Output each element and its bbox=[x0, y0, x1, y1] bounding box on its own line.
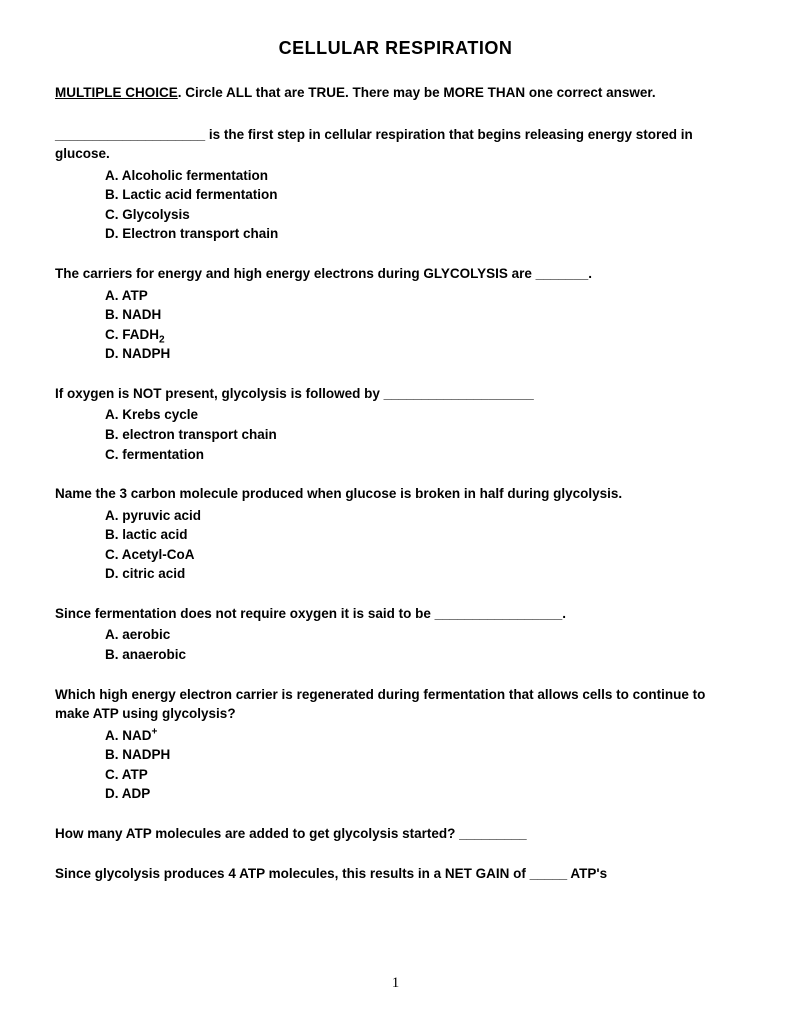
question-6: Which high energy electron carrier is re… bbox=[55, 685, 736, 804]
question-2: The carriers for energy and high energy … bbox=[55, 264, 736, 364]
option: B. NADPH bbox=[105, 745, 736, 765]
option: B. NADH bbox=[105, 305, 736, 325]
option: A. NAD+ bbox=[105, 726, 736, 746]
option: A. aerobic bbox=[105, 625, 736, 645]
option: A. Alcoholic fermentation bbox=[105, 166, 736, 186]
instructions-rest: . Circle ALL that are TRUE. There may be… bbox=[178, 85, 656, 100]
question-prompt: Since fermentation does not require oxyg… bbox=[55, 604, 736, 624]
worksheet-page: CELLULAR RESPIRATION MULTIPLE CHOICE. Ci… bbox=[0, 0, 791, 923]
option: C. ATP bbox=[105, 765, 736, 785]
question-prompt: The carriers for energy and high energy … bbox=[55, 264, 736, 284]
instructions-label: MULTIPLE CHOICE bbox=[55, 85, 178, 100]
question-options: A. Krebs cycle B. electron transport cha… bbox=[55, 405, 736, 464]
option: B. anaerobic bbox=[105, 645, 736, 665]
question-prompt: Which high energy electron carrier is re… bbox=[55, 685, 736, 724]
fill-in-2: Since glycolysis produces 4 ATP molecule… bbox=[55, 864, 736, 884]
question-prompt: Since glycolysis produces 4 ATP molecule… bbox=[55, 864, 736, 884]
option: C. fermentation bbox=[105, 445, 736, 465]
option: D. ADP bbox=[105, 784, 736, 804]
page-title: CELLULAR RESPIRATION bbox=[55, 35, 736, 61]
option: C. FADH2 bbox=[105, 325, 736, 345]
option: B. lactic acid bbox=[105, 525, 736, 545]
option: D. citric acid bbox=[105, 564, 736, 584]
question-options: A. aerobic B. anaerobic bbox=[55, 625, 736, 664]
option: A. ATP bbox=[105, 286, 736, 306]
question-1: ____________________ is the first step i… bbox=[55, 125, 736, 244]
question-options: A. Alcoholic fermentation B. Lactic acid… bbox=[55, 166, 736, 244]
option: B. electron transport chain bbox=[105, 425, 736, 445]
question-prompt: How many ATP molecules are added to get … bbox=[55, 824, 736, 844]
question-options: A. NAD+ B. NADPH C. ATP D. ADP bbox=[55, 726, 736, 804]
option: A. pyruvic acid bbox=[105, 506, 736, 526]
option: A. Krebs cycle bbox=[105, 405, 736, 425]
option: B. Lactic acid fermentation bbox=[105, 185, 736, 205]
question-prompt: Name the 3 carbon molecule produced when… bbox=[55, 484, 736, 504]
question-3: If oxygen is NOT present, glycolysis is … bbox=[55, 384, 736, 464]
fill-in-1: How many ATP molecules are added to get … bbox=[55, 824, 736, 844]
question-options: A. pyruvic acid B. lactic acid C. Acetyl… bbox=[55, 506, 736, 584]
question-prompt: ____________________ is the first step i… bbox=[55, 125, 736, 164]
instructions: MULTIPLE CHOICE. Circle ALL that are TRU… bbox=[55, 83, 736, 103]
question-4: Name the 3 carbon molecule produced when… bbox=[55, 484, 736, 584]
question-options: A. ATP B. NADH C. FADH2 D. NADPH bbox=[55, 286, 736, 364]
option: C. Acetyl-CoA bbox=[105, 545, 736, 565]
option: D. NADPH bbox=[105, 344, 736, 364]
option: C. Glycolysis bbox=[105, 205, 736, 225]
page-number: 1 bbox=[0, 975, 791, 992]
option: D. Electron transport chain bbox=[105, 224, 736, 244]
question-prompt: If oxygen is NOT present, glycolysis is … bbox=[55, 384, 736, 404]
question-5: Since fermentation does not require oxyg… bbox=[55, 604, 736, 665]
